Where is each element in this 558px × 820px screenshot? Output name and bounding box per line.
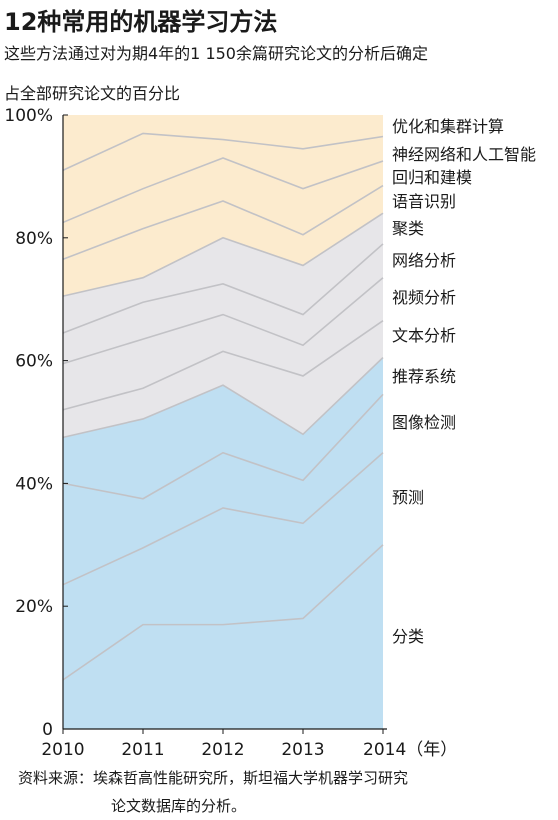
legend-label-5: 文本分析 <box>392 326 456 345</box>
y-tick-label-1: 20% <box>15 597 53 617</box>
area-band-3 <box>63 394 383 585</box>
chart-subtitle: 这些方法通过对为期4年的1 150余篇研究论文的分析后确定 <box>4 44 428 63</box>
series-boundary-line-5 <box>62 320 384 411</box>
y-tick-label-5: 100% <box>4 106 53 126</box>
area-band-5 <box>63 320 383 438</box>
y-tick-label-2: 40% <box>15 474 53 494</box>
area-band-2 <box>63 452 383 680</box>
series-boundary-line-10 <box>62 157 384 224</box>
series-boundary-line-8 <box>62 212 384 297</box>
area-band-8 <box>63 213 383 333</box>
y-tick-label-3: 60% <box>15 352 53 372</box>
series-boundary-line-9 <box>62 184 384 261</box>
legend-label-12: 优化和集群计算 <box>392 117 504 136</box>
x-tick-label-4: 2014（年） <box>363 740 457 760</box>
series-boundary-line-4 <box>62 356 384 439</box>
legend-label-10: 回归和建模 <box>392 168 472 187</box>
chart-title: 12种常用的机器学习方法 <box>4 8 278 36</box>
area-band-4 <box>63 357 383 499</box>
y-tick-label-0: 0 <box>42 720 53 740</box>
x-tick-label-0: 2010 <box>41 740 84 760</box>
legend-label-1: 分类 <box>392 627 424 646</box>
source-note: 资料来源：埃森哲高性能研究所，斯坦福大学机器学习研究 论文数据库的分析。 <box>18 764 408 820</box>
legend-label-11: 神经网络和人工智能 <box>392 145 536 164</box>
area-band-1 <box>63 544 383 729</box>
series-boundary-line-7 <box>62 243 384 334</box>
series-boundary-line-1 <box>62 544 384 681</box>
legend-label-2: 预测 <box>392 488 424 507</box>
legend-label-6: 视频分析 <box>392 288 456 307</box>
source-line-1: 资料来源：埃森哲高性能研究所，斯坦福大学机器学习研究 <box>18 769 409 787</box>
area-band-9 <box>63 185 383 297</box>
legend-label-9: 语音识别 <box>392 192 456 211</box>
legend-label-4: 推荐系统 <box>392 367 456 386</box>
legend-label-7: 网络分析 <box>392 251 456 270</box>
y-tick-label-4: 80% <box>15 229 53 249</box>
series-boundary-line-11 <box>62 132 384 171</box>
y-axis-label: 占全部研究论文的百分比 <box>4 84 181 103</box>
legend-label-8: 聚类 <box>392 219 424 238</box>
x-tick-label-2: 2012 <box>201 740 244 760</box>
x-tick-label-3: 2013 <box>281 740 324 760</box>
legend-label-3: 图像检测 <box>392 413 456 432</box>
area-band-12 <box>63 115 383 171</box>
x-tick-label-1: 2011 <box>121 740 164 760</box>
series-boundary-line-3 <box>62 393 384 500</box>
area-band-7 <box>63 243 383 364</box>
series-boundary-line-2 <box>62 452 384 586</box>
source-line-2: 论文数据库的分析。 <box>111 797 247 815</box>
series-boundary-line-6 <box>62 277 384 365</box>
area-band-6 <box>63 277 383 410</box>
area-band-11 <box>63 133 383 223</box>
